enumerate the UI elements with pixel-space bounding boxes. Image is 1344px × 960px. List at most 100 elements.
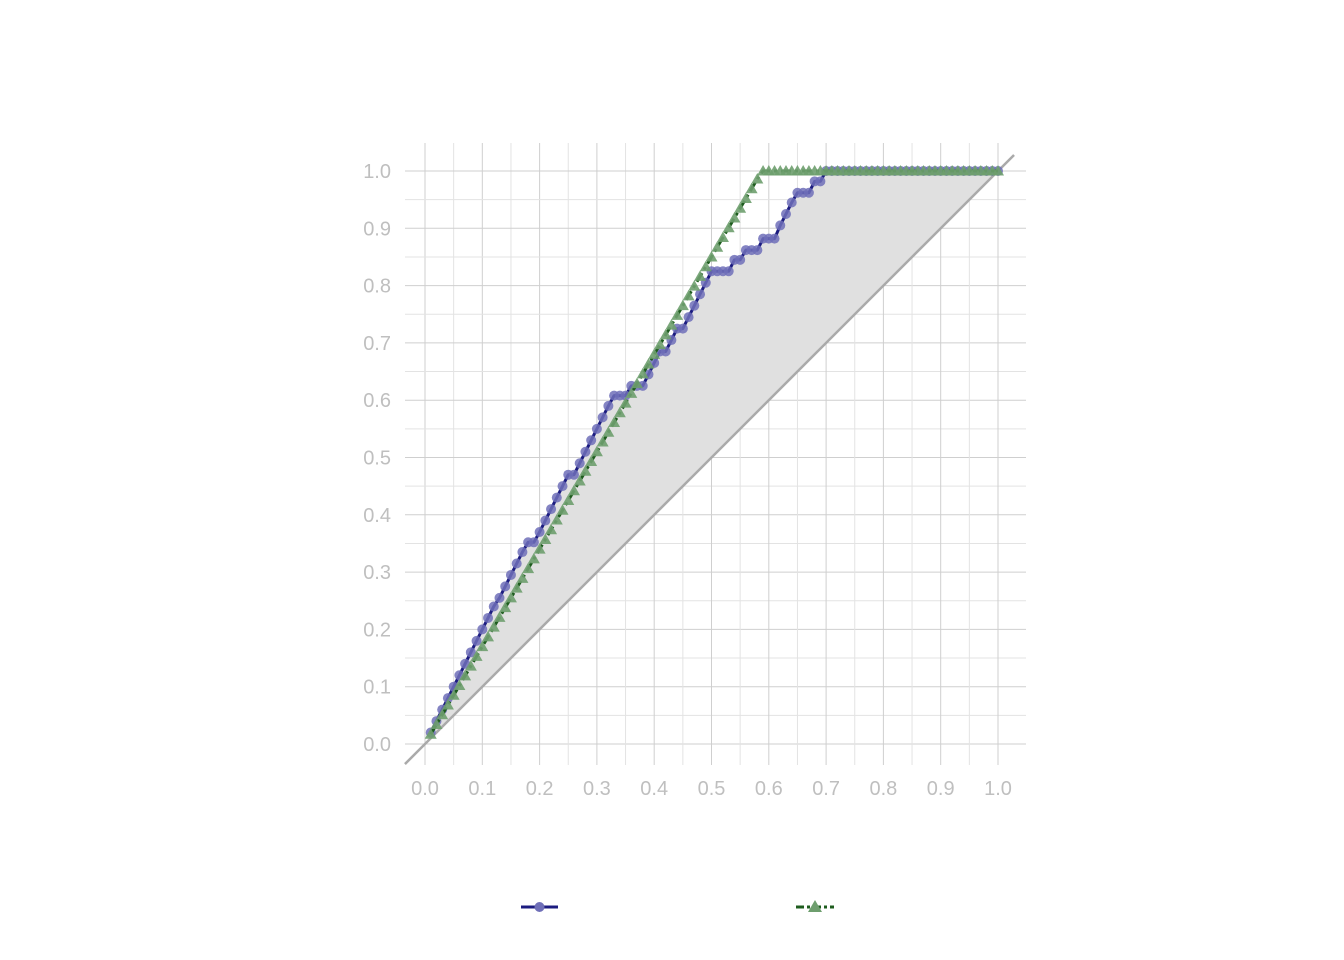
series-b (424, 165, 1004, 739)
data-point (683, 312, 694, 323)
data-point (786, 197, 797, 208)
data-point (705, 250, 718, 262)
data-point (540, 515, 551, 526)
data-point (728, 211, 741, 223)
y-tick-label: 0.5 (363, 448, 391, 470)
data-point (568, 469, 579, 480)
data-point (625, 387, 638, 398)
data-point (534, 526, 545, 537)
x-tick-label: 0.6 (755, 778, 783, 800)
data-point (505, 569, 516, 580)
data-point (803, 187, 814, 198)
data-point (734, 202, 747, 213)
y-tick-label: 0.1 (363, 677, 391, 699)
data-point (751, 173, 764, 184)
data-point (603, 400, 614, 411)
x-tick-label: 0.1 (468, 778, 496, 800)
y-tick-label: 0.3 (363, 562, 391, 584)
data-point (483, 612, 494, 623)
data-point (579, 465, 592, 476)
x-tick-label: 0.3 (583, 778, 611, 800)
data-point (539, 533, 552, 544)
data-point (665, 319, 678, 330)
data-point (528, 537, 539, 548)
data-point (739, 192, 752, 204)
data-point (487, 621, 500, 632)
data-point (992, 165, 1004, 176)
data-point (597, 412, 608, 423)
data-point (516, 572, 529, 583)
data-point (711, 241, 724, 252)
data-point (430, 718, 443, 730)
y-tick-label: 0.4 (363, 505, 391, 527)
data-point (676, 299, 689, 311)
data-point (752, 245, 763, 256)
data-point (590, 445, 603, 457)
data-point (723, 266, 734, 277)
data-point (636, 367, 649, 379)
data-point (482, 630, 495, 642)
data-point (511, 558, 522, 569)
data-point (653, 338, 666, 350)
data-point (689, 300, 700, 311)
data-point (735, 254, 746, 265)
data-point (780, 208, 791, 219)
data-point (722, 221, 735, 233)
data-point (699, 260, 712, 272)
data-point (688, 280, 701, 291)
data-point (546, 504, 557, 515)
data-point (574, 458, 585, 469)
data-point (447, 689, 460, 700)
reference-diagonal-line (404, 154, 1015, 765)
data-point (551, 492, 562, 503)
data-point (596, 436, 609, 447)
data-point (586, 435, 597, 446)
y-tick-label: 0.8 (363, 276, 391, 298)
data-point (695, 289, 706, 300)
data-point (522, 562, 535, 574)
data-point (557, 481, 568, 492)
data-point (499, 601, 512, 613)
data-point (533, 543, 546, 554)
y-tick-label: 0.9 (363, 218, 391, 240)
x-tick-label: 0.7 (812, 778, 840, 800)
data-point (694, 270, 707, 281)
x-tick-label: 0.5 (698, 778, 726, 800)
legend (521, 900, 834, 912)
data-point (510, 582, 523, 593)
data-point (567, 484, 580, 496)
data-point (619, 397, 632, 408)
data-point (527, 552, 540, 564)
data-point (453, 679, 466, 691)
data-point (642, 358, 655, 369)
data-point (745, 182, 758, 194)
data-point (424, 728, 437, 739)
data-point (573, 474, 586, 486)
legend-key-series-a (521, 902, 558, 912)
data-point (591, 423, 602, 434)
data-point (613, 406, 626, 418)
data-point (682, 289, 695, 301)
data-point (471, 635, 482, 646)
data-point (459, 669, 472, 681)
data-point (504, 591, 517, 603)
x-tick-label: 0.0 (411, 778, 439, 800)
data-point (493, 611, 506, 622)
data-point (580, 446, 591, 457)
legend-key-series-b (796, 900, 834, 912)
data-point (677, 323, 688, 334)
data-point (545, 523, 558, 535)
data-point (659, 328, 672, 340)
data-point (648, 348, 661, 359)
data-point (671, 309, 684, 320)
series-layer (424, 165, 1004, 739)
data-point (465, 647, 476, 658)
x-tick-label: 0.4 (640, 778, 668, 800)
data-point (550, 513, 563, 525)
data-point (716, 231, 729, 242)
x-axis-tick-labels: 0.0 0.1 0.2 0.3 0.4 0.5 0.6 0.7 0.8 0.9 1.0 (411, 778, 1012, 800)
data-point (631, 377, 644, 389)
y-tick-label: 0.2 (363, 619, 391, 641)
data-point (477, 624, 488, 635)
